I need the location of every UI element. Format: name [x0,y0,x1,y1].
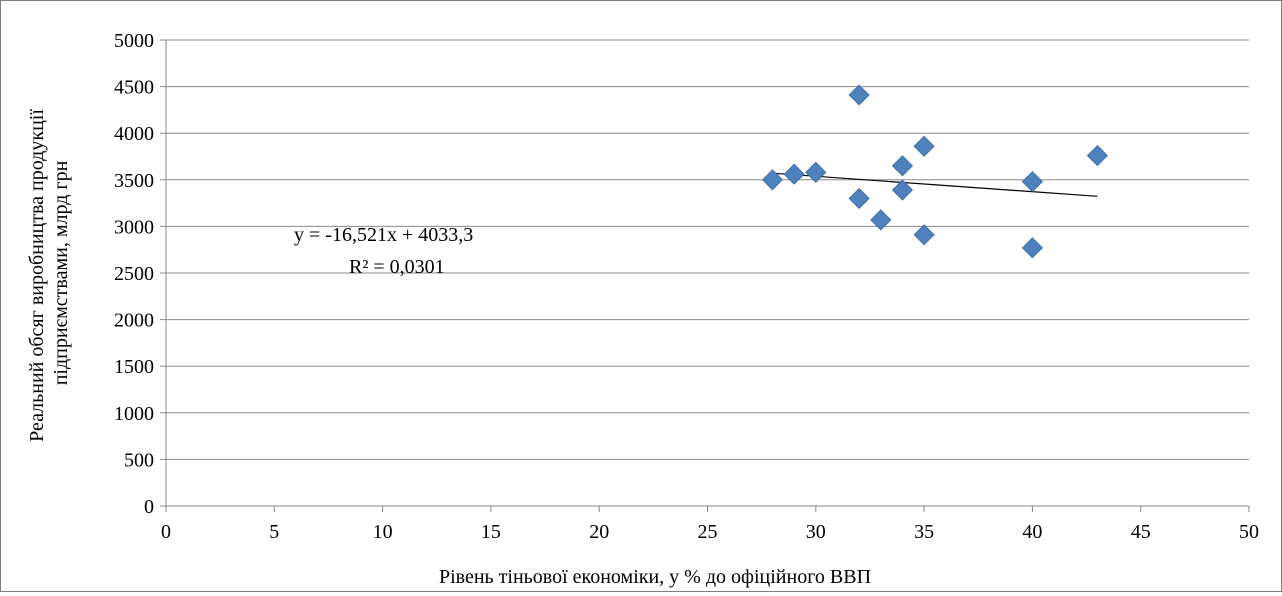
x-tick-label: 50 [1239,521,1259,543]
trendline-r-squared: R² = 0,0301 [349,256,445,278]
y-tick-label: 0 [144,496,154,518]
x-tick-label: 15 [481,521,501,543]
x-tick-labels: 0 5 10 15 20 25 30 35 40 45 50 [161,521,1259,543]
y-tick-label: 3500 [114,170,154,192]
data-point [913,135,935,157]
x-axis-label: Рівень тіньової економіки, у % до офіцій… [439,566,871,588]
data-points [761,84,1108,259]
x-tick-label: 20 [589,521,609,543]
trendline [772,172,1098,197]
x-tick-label: 30 [806,521,826,543]
x-tick-label: 35 [914,521,934,543]
gridlines [166,39,1249,460]
y-tick-label: 2000 [114,310,154,332]
data-point [783,163,805,185]
x-tick-label: 0 [161,521,171,543]
data-point [848,187,870,210]
y-tick-label: 1500 [114,356,154,378]
data-point [870,209,892,231]
data-point [891,155,914,177]
x-tick-label: 45 [1131,521,1151,543]
y-tick-label: 5000 [114,30,154,52]
data-point [805,161,827,183]
trendline-group [772,172,1098,197]
x-tick-label: 5 [269,521,279,543]
x-tick-label: 25 [698,521,718,543]
y-tick-label: 4000 [114,123,154,145]
y-axis-label: Реальний обсяг виробництва продукції під… [26,104,72,442]
axes [160,39,1250,512]
data-point [913,224,935,246]
data-point [1021,171,1043,193]
y-axis-label-line-1: Реальний обсяг виробництва продукції [26,109,48,442]
data-point [891,179,914,201]
y-tick-labels: 0 500 1000 1500 2000 2500 3000 3500 4000 4500 5000 [114,30,154,518]
x-tick-label: 10 [373,521,393,543]
y-tick-label: 500 [124,449,154,471]
y-tick-label: 1000 [114,403,154,425]
trendline-equation-group: y = -16,521x + 4033,3 R² = 0,0301 [294,224,473,278]
y-tick-label: 2500 [114,263,154,285]
data-point [1021,237,1043,259]
trendline-equation: y = -16,521x + 4033,3 [294,224,473,246]
y-tick-label: 4500 [114,77,154,99]
data-point [1086,145,1108,167]
data-point [848,84,870,106]
y-tick-label: 3000 [114,216,154,238]
x-tick-label: 40 [1022,521,1042,543]
data-point [761,169,784,191]
y-axis-label-line-2: підприємствами, млрд грн [50,160,72,385]
